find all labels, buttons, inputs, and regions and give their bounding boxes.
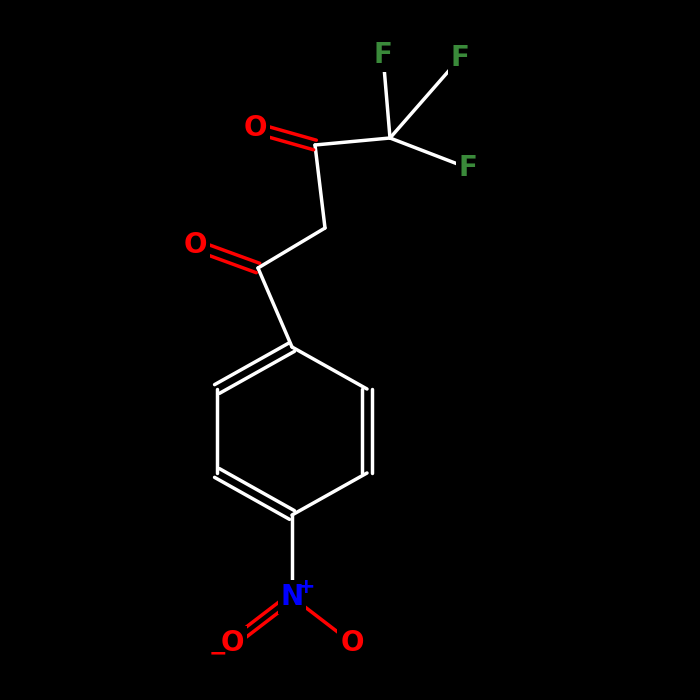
Text: O: O — [244, 114, 267, 142]
Text: F: F — [374, 41, 393, 69]
Text: +: + — [297, 577, 315, 597]
Text: F: F — [451, 44, 470, 72]
Text: O: O — [340, 629, 364, 657]
Text: O: O — [183, 231, 206, 259]
Text: F: F — [458, 154, 477, 182]
Text: O: O — [220, 629, 244, 657]
Text: −: − — [209, 643, 228, 663]
Text: N: N — [281, 583, 304, 611]
